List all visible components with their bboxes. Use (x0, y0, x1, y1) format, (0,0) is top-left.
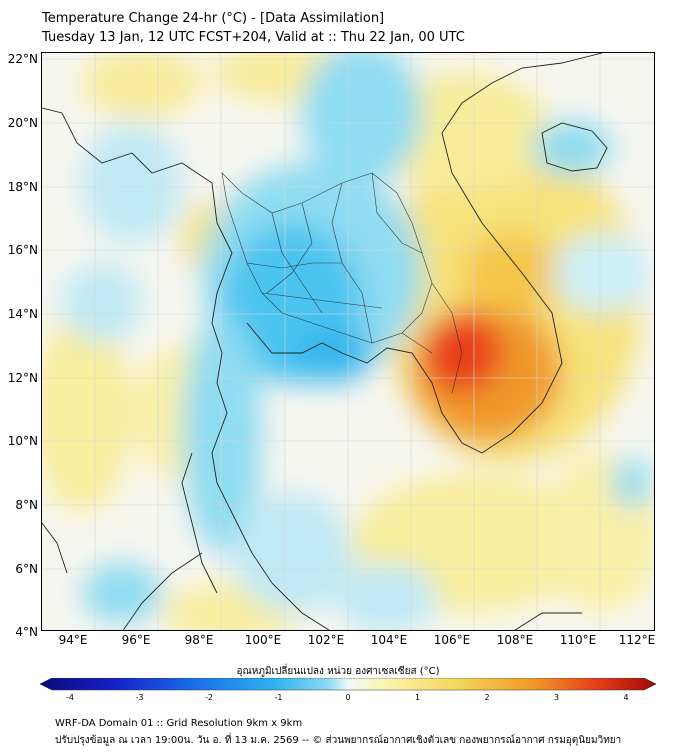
lat-label-8N: 8°N (15, 498, 38, 512)
lat-label-16N: 16°N (7, 243, 38, 257)
colorbar-tick-label: -2 (205, 693, 213, 702)
lon-label-94E: 94°E (58, 633, 88, 647)
colorbar-tick-label: -3 (136, 693, 144, 702)
map-panel (41, 52, 655, 631)
colorbar-gradient (40, 678, 656, 691)
temperature-field (42, 53, 654, 630)
lon-label-98E: 98°E (184, 633, 214, 647)
colorbar-title: อุณหภูมิเปลี่ยนแปลง หน่วย องศาเซลเซียส (… (236, 666, 440, 677)
colorbar-tick-label: -4 (66, 693, 74, 702)
chart-subtitle: Tuesday 13 Jan, 12 UTC FCST+204, Valid a… (42, 30, 465, 45)
admin-borders (221, 172, 463, 394)
colorbar-tick-label: 1 (415, 693, 420, 702)
lat-label-6N: 6°N (15, 562, 38, 576)
footer-credit: ปรับปรุงข้อมูล ณ เวลา 19:00น. วัน อ. ที่… (55, 735, 622, 746)
lat-label-4N: 4°N (15, 625, 38, 639)
colorbar-tick-label: 3 (554, 693, 559, 702)
lat-label-22N: 22°N (7, 52, 38, 66)
lat-label-10N: 10°N (7, 434, 38, 448)
lon-label-102E: 102°E (307, 633, 345, 647)
lon-label-106E: 106°E (433, 633, 471, 647)
lon-label-100E: 100°E (244, 633, 282, 647)
footer-model-info: WRF-DA Domain 01 :: Grid Resolution 9km … (55, 718, 303, 729)
lon-label-96E: 96°E (121, 633, 151, 647)
colorbar-ticks: -4 -3 -2 -1 0 1 2 3 4 (66, 693, 629, 702)
colorbar-tick-label: 2 (484, 693, 489, 702)
coastlines (42, 53, 608, 630)
lon-label-104E: 104°E (370, 633, 408, 647)
chart-title: Temperature Change 24-hr (°C) - [Data As… (42, 11, 385, 26)
lat-lon-grid (42, 53, 654, 630)
lon-label-110E: 110°E (559, 633, 597, 647)
colorbar-tick-label: -1 (275, 693, 283, 702)
temperature-change-map (42, 53, 654, 630)
lon-label-112E: 112°E (618, 633, 656, 647)
lon-label-108E: 108°E (496, 633, 534, 647)
lat-label-18N: 18°N (7, 180, 38, 194)
colorbar-tick-label: 0 (345, 693, 350, 702)
colorbar: -4 -3 -2 -1 0 1 2 3 4 (40, 678, 656, 702)
colorbar-tick-label: 4 (623, 693, 628, 702)
lat-label-12N: 12°N (7, 371, 38, 385)
lat-label-14N: 14°N (7, 307, 38, 321)
lat-label-20N: 20°N (7, 116, 38, 130)
